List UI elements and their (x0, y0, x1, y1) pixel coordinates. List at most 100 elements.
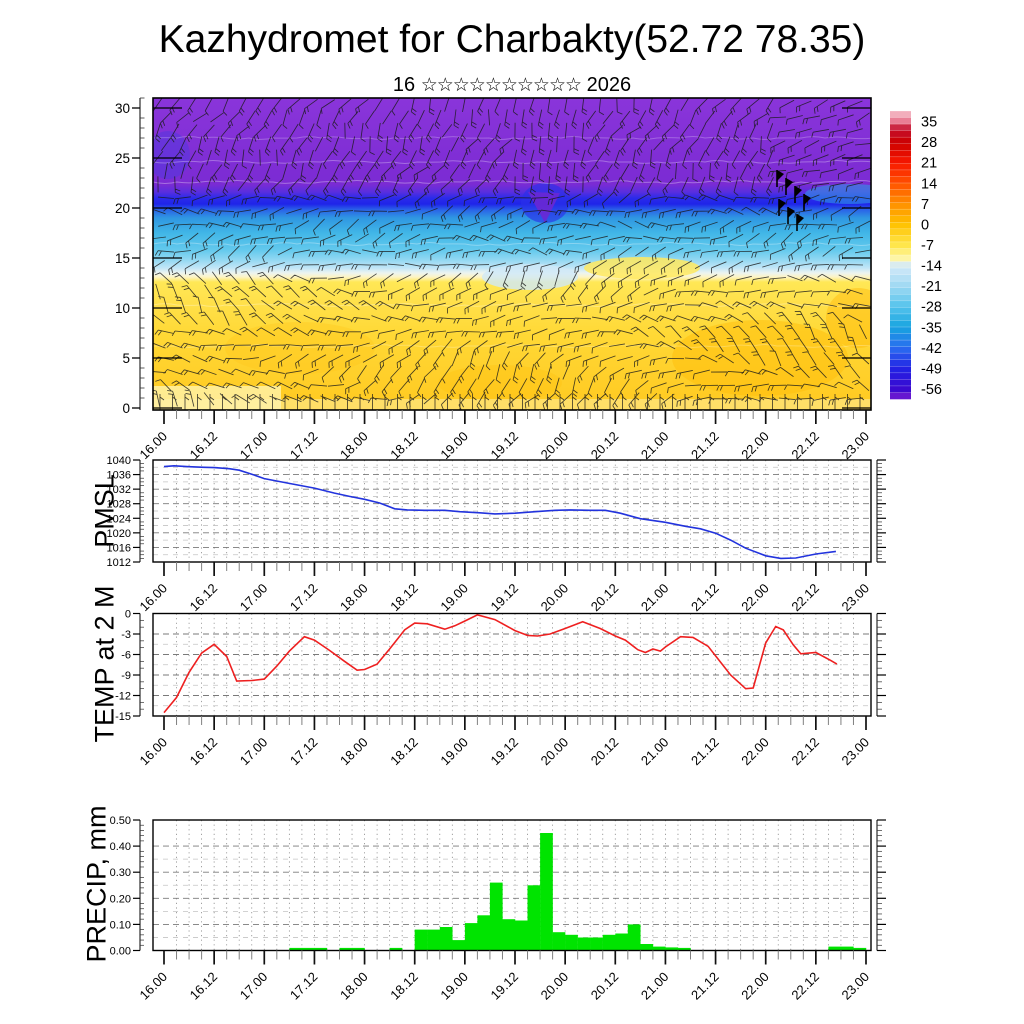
x-tick-label: 19.12 (488, 735, 522, 769)
svg-text:20: 20 (115, 201, 130, 216)
x-tick-label: 21.12 (688, 581, 722, 615)
x-tick-label: 20.00 (538, 969, 572, 1003)
colorbar-tick-label: 0 (921, 217, 929, 233)
x-tick-label: 18.12 (387, 735, 421, 769)
x-tick-label: 16.00 (137, 735, 171, 769)
x-tick-label: 23.00 (839, 735, 873, 769)
pmsl-line (163, 464, 837, 560)
x-tick-label: 18.00 (337, 735, 371, 769)
x-tick-label: 17.00 (237, 581, 271, 615)
precip-panel-y-label: 0.10 (110, 919, 131, 931)
x-tick-label: 18.12 (387, 581, 421, 615)
pmsl-panel-y-label: 1024 (107, 513, 131, 525)
x-tick-label: 19.12 (488, 969, 522, 1003)
x-tick-label: 16.12 (187, 581, 221, 615)
colorbar-tick-label: -35 (921, 320, 942, 336)
colorbar-tick-label: -28 (921, 300, 942, 316)
x-tick-label: 23.00 (839, 429, 873, 463)
colorbar-tick-label: -56 (921, 382, 942, 398)
x-tick-label: 17.12 (287, 735, 321, 769)
precip-panel-y-label: 0.50 (110, 815, 131, 827)
x-tick-label: 19.00 (437, 969, 471, 1003)
temp-panel-y-label: -9 (121, 670, 131, 682)
wind-barbs (153, 98, 871, 410)
x-tick-label: 16.00 (137, 581, 171, 615)
x-tick-label: 21.12 (688, 969, 722, 1003)
wind-panel-x-axis: 16.00 16.12 17.00 17.12 18.00 18.12 19.00 19.12… (137, 410, 873, 463)
x-tick-label: 19.12 (488, 429, 522, 463)
x-tick-label: 16.12 (187, 969, 221, 1003)
svg-text:10: 10 (115, 301, 130, 316)
precip-panel-x-axis: 16.00 16.12 17.00 17.12 18.00 18.12 19.00 19.12… (137, 950, 872, 1003)
x-tick-label: 20.12 (588, 581, 622, 615)
colorbar-tick-label: -7 (921, 238, 934, 254)
temp-panel-y-label: -3 (121, 629, 131, 641)
temp-panel-y-label: 0 (125, 609, 131, 621)
pmsl-panel-x-axis: 16.00 16.12 17.00 17.12 18.00 18.12 19.00 19.12… (137, 562, 873, 615)
x-tick-label: 22.00 (738, 581, 772, 615)
x-tick-label: 19.00 (437, 429, 471, 463)
colorbar-tick-label: -49 (921, 361, 942, 377)
x-tick-label: 21.12 (688, 429, 722, 463)
pmsl-panel-y-label: 1036 (107, 470, 131, 482)
colorbar-tick-label: -21 (921, 279, 942, 295)
x-tick-label: 18.00 (337, 581, 371, 615)
x-tick-label: 16.00 (137, 429, 171, 463)
colorbar: 35 28 21 14 7 0 -7 -14 -21 -28 -35 -42 -49 -56 (890, 110, 942, 400)
temp-line (163, 614, 838, 714)
x-tick-label: 20.12 (588, 735, 622, 769)
temp-panel-x-axis: 16.00 16.12 17.00 17.12 18.00 18.12 19.00 19.12… (137, 716, 873, 769)
x-tick-label: 16.12 (187, 735, 221, 769)
wind-panel-axes: 0 5 10 15 20 25 30 (115, 97, 871, 416)
x-tick-label: 22.12 (788, 581, 822, 615)
x-tick-label: 19.12 (488, 581, 522, 615)
x-tick-label: 19.00 (437, 735, 471, 769)
star-icons: ☆☆☆☆☆☆☆☆☆☆ (420, 74, 582, 96)
x-tick-label: 22.12 (788, 969, 822, 1003)
x-tick-label: 20.12 (588, 429, 622, 463)
x-tick-label: 21.00 (638, 429, 672, 463)
precip-panel-y-label: 0.40 (110, 841, 131, 853)
x-tick-label: 21.12 (688, 735, 722, 769)
svg-text:30: 30 (115, 101, 130, 116)
page-title: Kazhydromet for Charbakty(52.72 78.35) (158, 18, 866, 61)
temp-panel-y-label: -12 (115, 691, 131, 703)
svg-text:5: 5 (122, 351, 130, 366)
x-tick-label: 22.12 (788, 735, 822, 769)
x-tick-label: 17.12 (287, 969, 321, 1003)
precip-panel-y-label: 0.20 (110, 893, 131, 905)
precip-panel-y-label: 0.00 (110, 946, 131, 958)
wind-pennant-flags (776, 170, 811, 231)
pmsl-panel-y-label: 1016 (107, 542, 131, 554)
precip-bars (289, 833, 867, 951)
colorbar-tick-label: 14 (921, 176, 937, 192)
x-tick-label: 21.00 (638, 969, 672, 1003)
x-tick-label: 20.00 (538, 581, 572, 615)
x-tick-label: 17.00 (237, 735, 271, 769)
x-tick-label: 20.12 (588, 969, 622, 1003)
svg-text:25: 25 (115, 151, 130, 166)
x-tick-label: 21.00 (638, 581, 672, 615)
colorbar-tick-label: 28 (921, 135, 937, 151)
colorbar-tick-label: 7 (921, 197, 929, 213)
x-tick-label: 17.12 (287, 429, 321, 463)
pmsl-panel-y-label: 1028 (107, 499, 131, 511)
colorbar-tick-label: 21 (921, 156, 937, 172)
x-tick-label: 17.00 (237, 429, 271, 463)
subtitle-day: 16 (392, 74, 416, 96)
x-tick-label: 18.12 (387, 429, 421, 463)
temp-panel: 0 -3 -6 -9 -12 -15 16.00 16.12 17.00 17.12 18.00 18… (115, 609, 886, 769)
x-tick-label: 18.00 (337, 429, 371, 463)
pmsl-panel-y-label: 1032 (107, 484, 131, 496)
temp-panel-y-label: -6 (121, 650, 131, 662)
x-tick-label: 17.00 (237, 969, 271, 1003)
pmsl-panel-y-label: 1040 (107, 455, 131, 467)
subtitle-year: 2026 (586, 74, 632, 96)
x-tick-label: 18.12 (387, 969, 421, 1003)
x-tick-label: 23.00 (839, 581, 873, 615)
svg-text:0: 0 (122, 401, 130, 416)
x-tick-label: 16.12 (187, 429, 221, 463)
